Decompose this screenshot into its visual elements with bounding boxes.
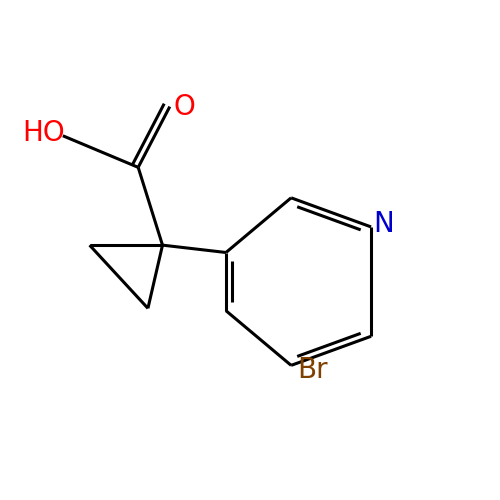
Text: HO: HO (22, 120, 64, 148)
Text: O: O (174, 92, 196, 120)
Text: Br: Br (298, 356, 328, 384)
Text: N: N (373, 210, 394, 238)
